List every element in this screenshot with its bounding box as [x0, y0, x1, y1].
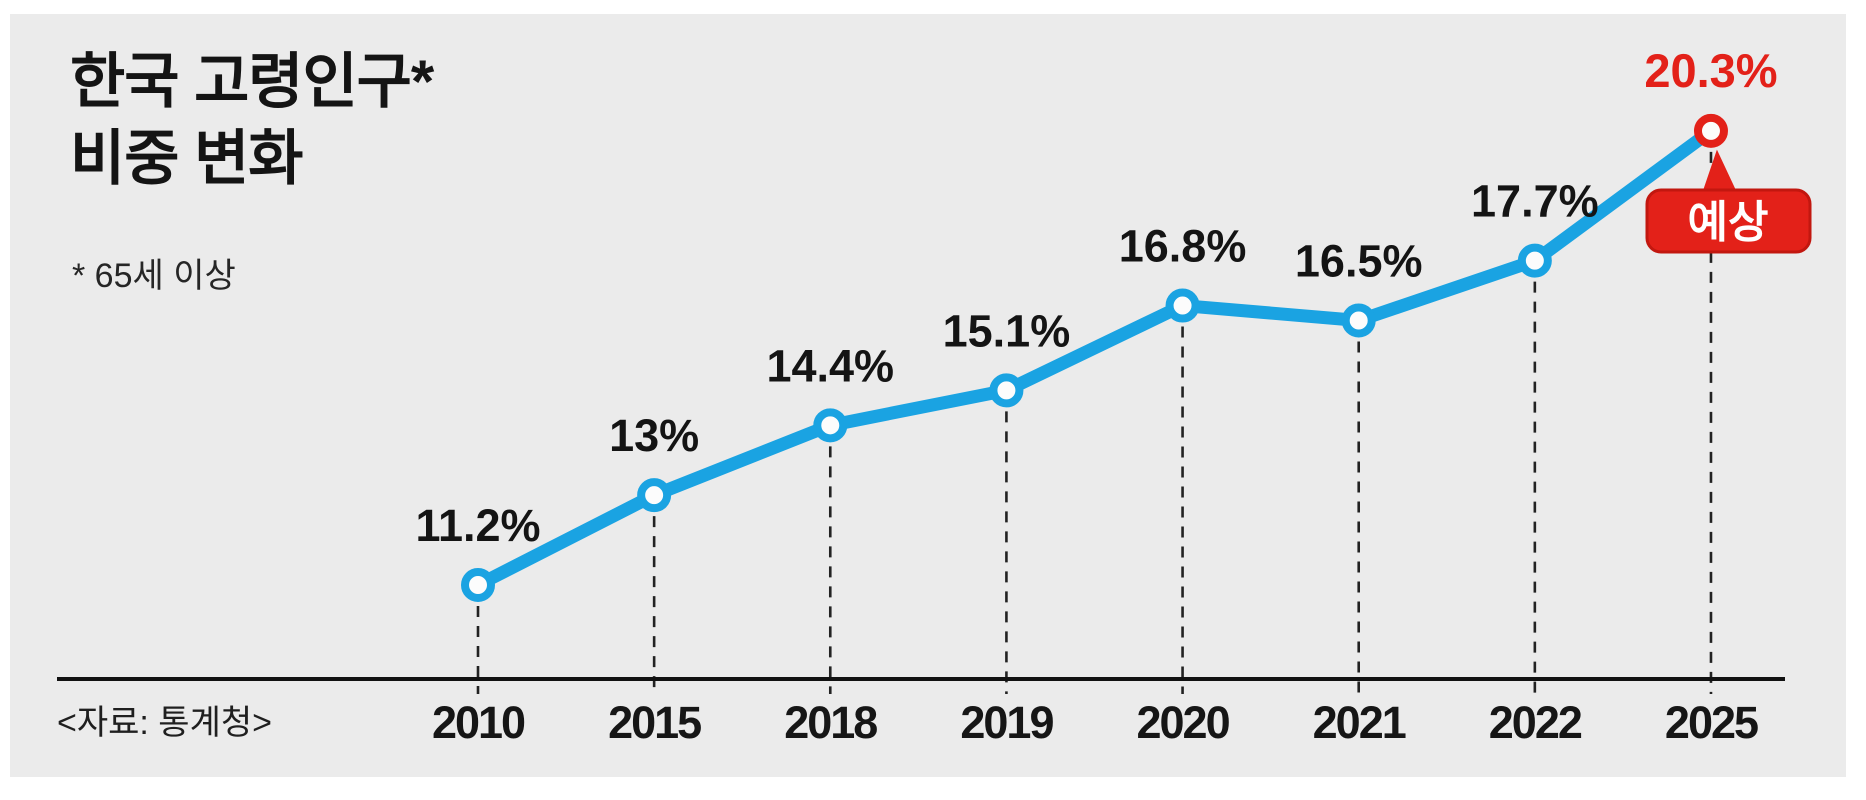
chart-footnote: * 65세 이상	[72, 257, 236, 295]
source-label: <자료: 통계청>	[57, 704, 272, 742]
year-label-2020: 2020	[1137, 697, 1230, 748]
value-label-2022: 17.7%	[1471, 176, 1599, 227]
chart-title-line2: 비중 변화	[70, 124, 303, 192]
value-label-2025: 20.3%	[1644, 44, 1777, 97]
data-point-2015	[637, 478, 672, 513]
forecast-badge-box	[1645, 188, 1812, 254]
data-point-2018	[813, 408, 848, 443]
chart-title: 한국 고령인구* 비중 변화	[70, 44, 434, 198]
year-label-2021: 2021	[1313, 697, 1406, 748]
year-label-2010: 2010	[432, 697, 525, 748]
value-label-2018: 14.4%	[766, 340, 894, 391]
year-label-2015: 2015	[608, 697, 701, 748]
chart-title-line1: 한국 고령인구*	[70, 48, 434, 115]
chart-layers: 11.2% 13% 14.4% 15.1% 16.8% 16.5% 17.7% 20.3% 20…	[57, 44, 1785, 748]
year-label-2019: 2019	[960, 697, 1053, 748]
value-label-2010: 11.2%	[415, 500, 540, 551]
value-label-2015: 13%	[609, 410, 699, 461]
data-point-2019	[989, 373, 1024, 408]
value-label-2021: 16.5%	[1295, 236, 1423, 287]
value-label-2019: 15.1%	[943, 305, 1071, 356]
forecast-badge-label: 예상	[1688, 198, 1769, 247]
year-label-2018: 2018	[784, 697, 877, 748]
year-label-2022: 2022	[1489, 697, 1582, 748]
year-label-2025: 2025	[1665, 697, 1758, 748]
infographic-background	[10, 14, 1846, 777]
data-point-2010	[461, 568, 495, 602]
data-point-2021	[1341, 303, 1376, 338]
data-point-2020	[1165, 288, 1200, 323]
value-label-2020: 16.8%	[1119, 221, 1247, 272]
data-point-2025	[1693, 113, 1728, 148]
forecast-badge: 예상	[1645, 149, 1812, 254]
data-point-2022	[1517, 243, 1552, 278]
trend-line	[471, 124, 1718, 592]
